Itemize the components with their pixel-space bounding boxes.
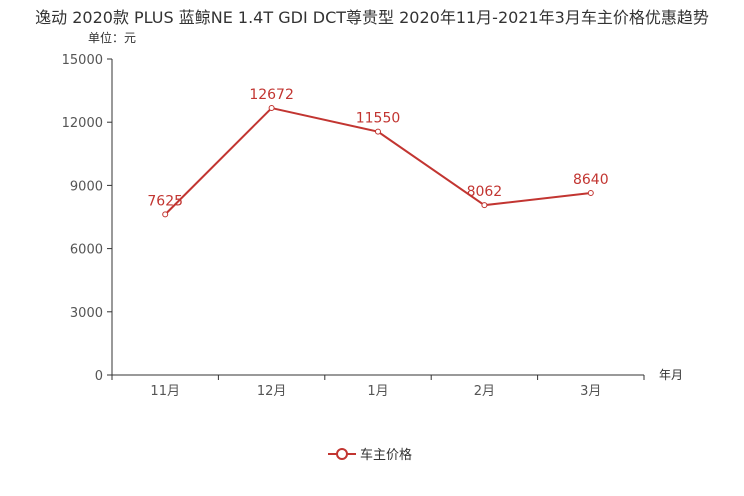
x-axis: 11月 12月 1月 2月 3月 — [111, 374, 645, 399]
y-axis-name: 单位：元 — [88, 30, 136, 45]
y-tick-label: 12000 — [62, 116, 103, 131]
x-tick-label: 2月 — [474, 384, 495, 399]
data-point[interactable] — [587, 189, 594, 196]
chart-title: 逸动 2020款 PLUS 蓝鲸NE 1.4T GDI DCT尊贵型 2020年… — [35, 8, 709, 27]
y-axis: 0 3000 6000 9000 12000 15000 — [62, 53, 113, 384]
y-tick-label: 6000 — [70, 243, 103, 258]
data-label: 8640 — [573, 172, 609, 188]
series-group: 7625 12672 11550 8062 8640 — [147, 87, 609, 218]
data-point[interactable] — [162, 211, 169, 218]
data-point[interactable] — [481, 202, 488, 209]
data-point[interactable] — [268, 105, 275, 112]
data-label: 11550 — [356, 111, 401, 127]
data-label: 12672 — [249, 87, 294, 103]
y-tick-label: 9000 — [70, 179, 103, 194]
y-tick-label: 15000 — [62, 53, 103, 68]
x-axis-name: 年月 — [659, 368, 683, 382]
legend-label: 车主价格 — [360, 447, 412, 463]
y-tick-label: 0 — [95, 369, 103, 384]
data-label: 7625 — [147, 193, 183, 209]
x-tick-label: 3月 — [580, 384, 601, 399]
data-point[interactable] — [375, 128, 381, 135]
data-label: 8062 — [467, 184, 503, 200]
legend[interactable]: 车主价格 — [328, 447, 412, 463]
legend-marker-icon — [336, 448, 348, 460]
x-tick-label: 12月 — [257, 384, 287, 399]
y-tick-label: 3000 — [70, 306, 103, 321]
x-tick-label: 1月 — [367, 384, 388, 399]
x-tick-label: 11月 — [150, 384, 180, 399]
